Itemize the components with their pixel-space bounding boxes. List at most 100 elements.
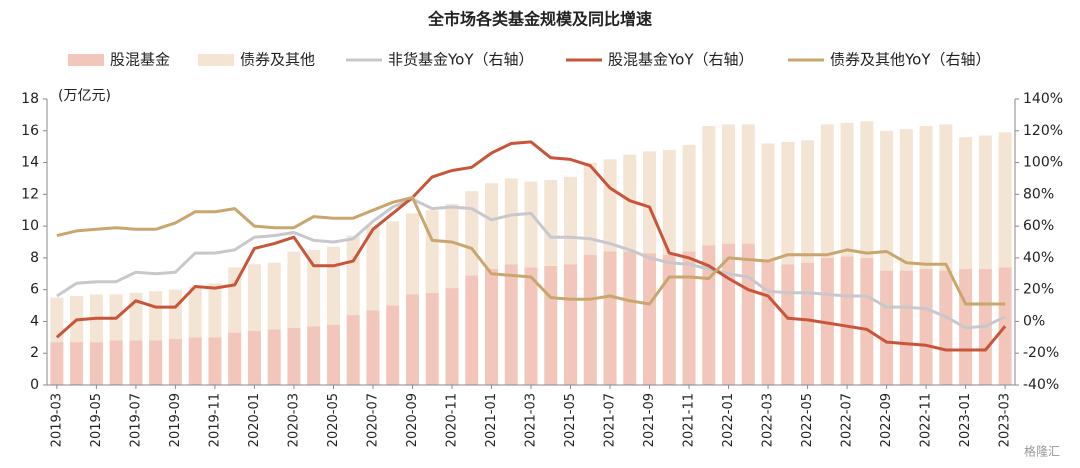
- bar: [366, 310, 380, 385]
- y2-tick-label: 120%: [1023, 123, 1063, 139]
- y-tick-label: 8: [30, 250, 39, 266]
- y2-tick-label: 100%: [1023, 155, 1063, 171]
- bar: [168, 338, 182, 385]
- bar: [880, 130, 894, 271]
- bar: [524, 181, 538, 268]
- bar: [386, 305, 400, 385]
- bar: [50, 342, 64, 385]
- bar: [603, 251, 617, 385]
- bar: [267, 329, 281, 385]
- legend-swatch: [198, 54, 234, 66]
- bar: [899, 270, 913, 385]
- line: [56, 197, 1006, 330]
- bar: [899, 129, 913, 271]
- bar: [741, 243, 755, 385]
- x-tick-label: 2023-03: [998, 393, 1013, 447]
- legend-label: 股混基金YoY（右轴）: [608, 51, 754, 69]
- bar: [445, 203, 459, 289]
- legend-label: 非货基金YoY（右轴）: [388, 51, 534, 69]
- bar: [564, 264, 578, 385]
- bar: [307, 326, 321, 385]
- bar: [228, 267, 242, 333]
- x-tick-label: 2020-01: [247, 393, 262, 447]
- bar: [919, 126, 933, 270]
- legend-label: 股混基金: [110, 51, 170, 69]
- y2-tick-label: -20%: [1023, 345, 1059, 361]
- x-tick-label: 2021-09: [642, 393, 657, 447]
- x-tick-label: 2020-03: [286, 393, 301, 447]
- legend-label: 债券及其他YoY（右轴）: [830, 51, 991, 69]
- bar: [109, 340, 123, 385]
- bar: [445, 288, 459, 385]
- bar: [860, 257, 874, 385]
- y2-tick-label: 0%: [1023, 313, 1045, 329]
- bar: [425, 210, 439, 293]
- x-tick-label: 2019-05: [89, 393, 104, 447]
- bar: [702, 126, 716, 246]
- bar: [465, 275, 479, 385]
- x-tick-label: 2021-05: [563, 393, 578, 447]
- bar: [939, 124, 953, 271]
- bar: [978, 135, 992, 270]
- bar: [287, 251, 301, 328]
- bar: [939, 270, 953, 385]
- bar: [643, 151, 657, 254]
- bar: [643, 253, 657, 385]
- y-axis-label: (万亿元): [58, 88, 111, 104]
- bar: [998, 267, 1012, 385]
- bar: [524, 267, 538, 385]
- bar: [149, 291, 163, 341]
- bar: [484, 269, 498, 385]
- bar: [188, 337, 202, 385]
- bar: [820, 124, 834, 258]
- y2-tick-label: 60%: [1023, 218, 1054, 234]
- bar: [326, 324, 340, 385]
- x-tick-label: 2019-07: [128, 393, 143, 447]
- y-tick-label: 12: [21, 186, 39, 202]
- y2-tick-label: 40%: [1023, 250, 1054, 266]
- y-tick-label: 0: [30, 377, 39, 393]
- bar: [781, 264, 795, 385]
- y-tick-label: 18: [21, 91, 39, 107]
- bar: [208, 337, 222, 385]
- bar: [998, 132, 1012, 268]
- x-tick-label: 2022-09: [879, 393, 894, 447]
- bar: [50, 297, 64, 343]
- y-tick-label: 14: [21, 155, 39, 171]
- bar: [860, 121, 874, 258]
- bar: [761, 143, 775, 262]
- bar: [801, 140, 815, 263]
- bar: [386, 221, 400, 306]
- bar: [623, 251, 637, 385]
- bar: [583, 254, 597, 385]
- y2-tick-label: 80%: [1023, 186, 1054, 202]
- bar: [603, 159, 617, 252]
- x-tick-label: 2020-07: [365, 393, 380, 447]
- legend-swatch: [68, 54, 104, 66]
- x-tick-label: 2019-11: [207, 393, 222, 447]
- line: [56, 196, 1006, 306]
- y-tick-label: 6: [30, 282, 39, 298]
- bar: [465, 191, 479, 276]
- bar: [188, 286, 202, 338]
- x-tick-label: 2020-05: [326, 393, 341, 447]
- x-tick-label: 2020-11: [444, 393, 459, 447]
- bar: [208, 283, 222, 338]
- bar: [70, 342, 84, 385]
- y2-tick-label: -40%: [1023, 377, 1059, 393]
- bar: [801, 262, 815, 385]
- y-tick-label: 2: [30, 345, 39, 361]
- line: [55, 140, 1007, 352]
- bar: [564, 176, 578, 265]
- x-tick-label: 2019-09: [168, 393, 183, 447]
- bar: [583, 162, 597, 255]
- bar: [623, 154, 637, 252]
- bar: [346, 235, 360, 316]
- bar: [287, 327, 301, 385]
- bar: [761, 261, 775, 385]
- x-tick-label: 2022-03: [761, 393, 776, 447]
- bar: [425, 292, 439, 385]
- bar: [840, 256, 854, 385]
- bar: [722, 124, 736, 244]
- y-tick-label: 10: [21, 218, 39, 234]
